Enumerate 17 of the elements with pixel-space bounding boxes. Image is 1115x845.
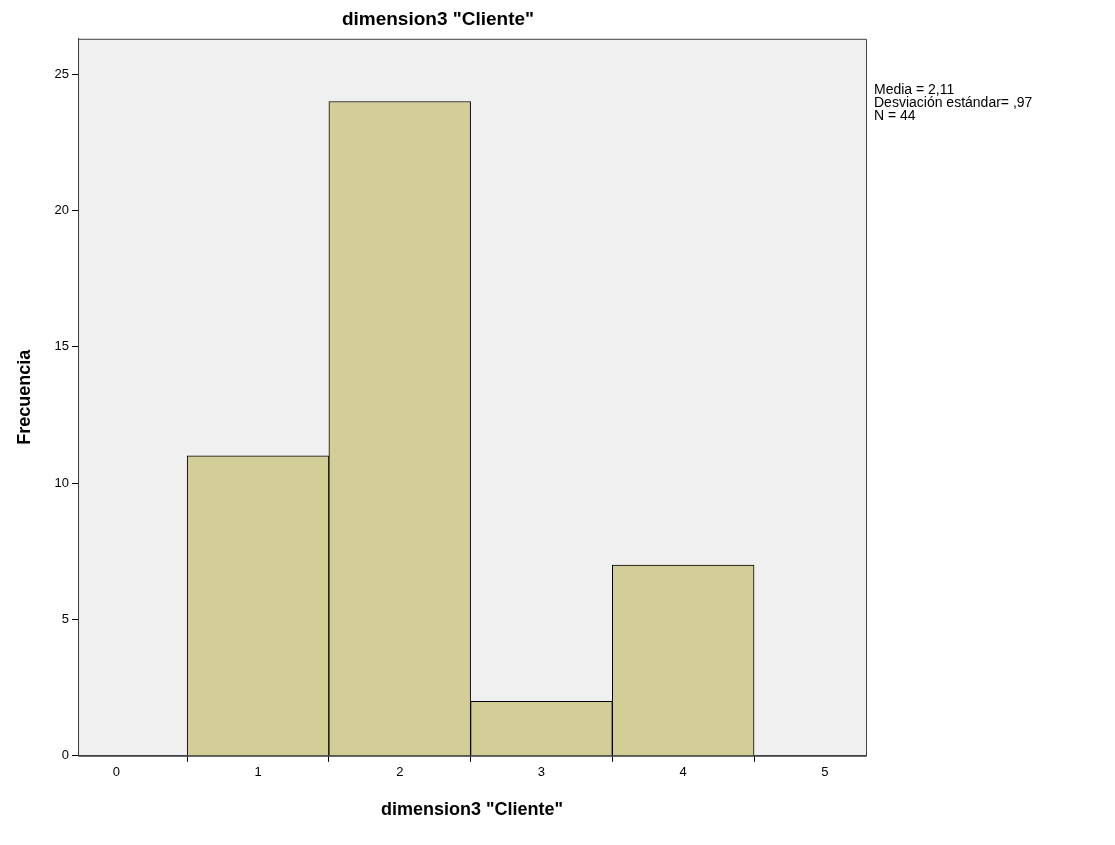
x-tick-label: 5 [821,764,829,780]
y-tick-label: 10 [54,474,70,490]
text: N = 44 [874,106,916,123]
x-axis-title: dimension3 "Cliente" [380,799,564,820]
x-tick-label: 3 [537,764,546,780]
y-tick-label: 15 [54,338,70,354]
y-tick-label: 5 [61,611,70,627]
chart-title: dimension3 "Cliente" [341,7,535,29]
y-tick-label: 20 [54,202,70,218]
y-tick-label: 0 [61,747,70,763]
x-tick-label: 4 [679,764,687,780]
x-tick-label: 0 [112,764,120,780]
x-tick-label: 1 [254,764,262,780]
x-tick-label: 2 [396,764,404,780]
text: Media = 2,11 [874,80,955,97]
y-axis-title: Frecuencia [13,348,34,445]
y-tick-label: 25 [54,65,70,81]
